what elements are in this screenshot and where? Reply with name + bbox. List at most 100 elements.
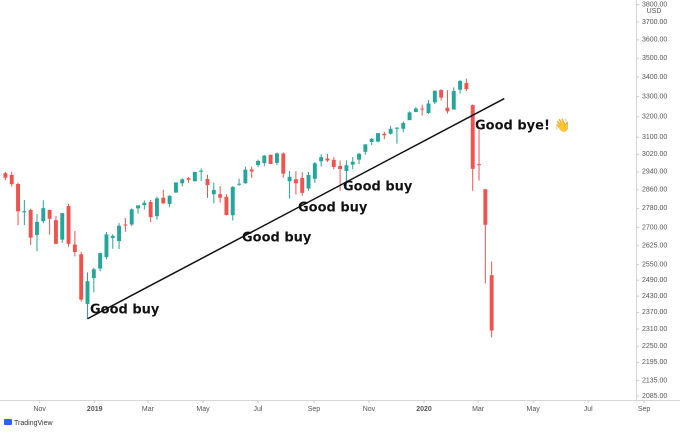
candle-body (249, 169, 254, 172)
annotation: Good buy (90, 303, 160, 318)
y-tick-label: 3300.00 (642, 93, 667, 100)
candle-body (28, 210, 33, 238)
annotation: Good buy (298, 201, 368, 216)
footer: TradingView (14, 420, 53, 427)
y-tick-label: 2940.00 (642, 169, 667, 176)
candle-body (350, 161, 355, 165)
x-tick-label: Sep (638, 406, 651, 413)
candle-body (66, 206, 71, 244)
x-tick-label: Nov (33, 406, 46, 413)
candle-body (394, 127, 399, 129)
candle-body (199, 170, 204, 172)
y-tick-label: 2490.00 (642, 277, 667, 284)
candle-body (451, 91, 456, 110)
y-tick-label: 3600.00 (642, 37, 667, 44)
currency-label: USD (647, 8, 662, 15)
candle-body (420, 108, 425, 110)
candle-body (47, 210, 52, 219)
x-tick-label: Mar (472, 406, 485, 413)
candle-body (117, 225, 122, 242)
candle-body (224, 196, 229, 215)
candle-body (344, 165, 349, 172)
candle-body (413, 108, 418, 112)
candle-body (85, 281, 90, 304)
y-tick-label: 3200.00 (642, 113, 667, 120)
candle-body (483, 189, 488, 225)
candle-body (319, 157, 324, 162)
candle-body (470, 105, 475, 169)
y-tick-label: 2195.00 (642, 359, 667, 366)
candle-body (211, 189, 216, 195)
candle-body (243, 169, 248, 184)
y-tick-label: 2085.00 (642, 393, 667, 400)
x-tick-label: Mar (142, 406, 155, 413)
candle-body (388, 128, 393, 134)
y-tick-label: 2310.00 (642, 326, 667, 333)
y-tick-label: 3020.00 (642, 151, 667, 158)
candle-body (35, 221, 39, 235)
annotation: Good bye! 👋 (475, 118, 571, 134)
candle-body (237, 183, 242, 185)
candle-body (331, 159, 336, 168)
candle-body (22, 211, 27, 213)
candle-body (369, 138, 374, 142)
x-tick-label: May (196, 406, 210, 413)
candle-body (357, 153, 362, 160)
candle-body (281, 153, 286, 174)
y-tick-label: 2550.00 (642, 262, 667, 269)
candle-body (53, 220, 58, 244)
candle-body (300, 177, 305, 193)
y-tick-label: 2860.00 (642, 187, 667, 194)
candle-body (477, 164, 481, 166)
candle-body (407, 112, 412, 121)
x-tick-label: May (527, 406, 541, 413)
candle-body (274, 153, 279, 163)
candle-body (41, 208, 46, 222)
y-tick-label: 2250.00 (642, 343, 667, 350)
y-tick-label: 3400.00 (642, 74, 667, 81)
annotation: Good buy (343, 180, 413, 195)
candle-body (439, 90, 444, 98)
candle-body (458, 80, 463, 90)
candle-body (60, 213, 65, 240)
y-tick-label: 2780.00 (642, 205, 667, 212)
candle-body (104, 234, 109, 258)
candle-body (205, 179, 210, 186)
y-tick-label: 2700.00 (642, 224, 667, 231)
candle-body (401, 122, 406, 129)
candle-body (256, 160, 260, 166)
y-tick-label: 2370.00 (642, 309, 667, 316)
y-tick-label: 2625.00 (642, 243, 667, 250)
candle-body (489, 275, 494, 331)
candle-body (186, 178, 191, 180)
candle-body (287, 176, 292, 182)
candle-body (445, 107, 450, 112)
candle-body (306, 175, 311, 189)
candle-body (325, 158, 330, 161)
candle-body (268, 154, 273, 164)
candle-body (142, 202, 147, 206)
y-tick-label: 3100.00 (642, 134, 667, 141)
x-tick-label: Jul (254, 406, 263, 413)
candle-body (91, 269, 96, 279)
candle-body (173, 182, 178, 193)
y-tick-label: 3800.00 (642, 1, 667, 8)
candle-body (338, 165, 343, 170)
annotation: Good buy (242, 231, 312, 246)
x-tick-label: Sep (308, 406, 321, 413)
logo: TradingView (4, 419, 53, 427)
y-tick-label: 3500.00 (642, 55, 667, 62)
candle-body (72, 244, 77, 253)
candle-body (293, 179, 298, 184)
candle-body (110, 235, 115, 238)
candle-body (376, 133, 380, 142)
candle-body (129, 209, 134, 225)
candle-body (426, 103, 431, 113)
candle-body (161, 197, 166, 204)
candle-body (167, 195, 172, 204)
trendline (87, 97, 505, 320)
candle-body (123, 224, 128, 226)
candle-body (98, 253, 103, 269)
candle-body (148, 202, 153, 218)
